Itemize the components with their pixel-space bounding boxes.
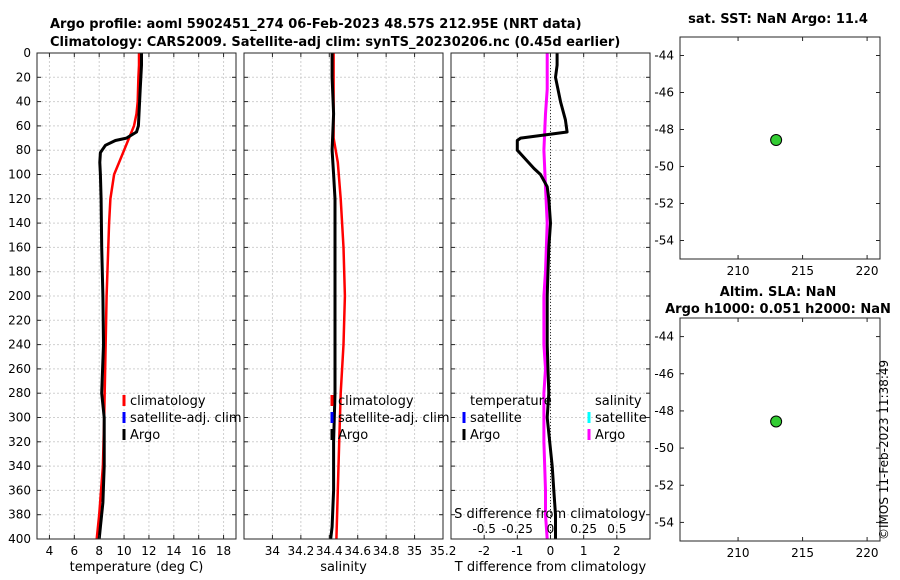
depth-tick-label: 80 — [16, 143, 31, 157]
salinity-xtick-label: 35.2 — [430, 544, 457, 558]
difference-s-tick-label: -0.5 — [472, 522, 495, 536]
difference-xtick-label: -2 — [478, 544, 490, 558]
sst_map-ytick-label: -50 — [654, 160, 674, 174]
depth-tick-label: 240 — [8, 338, 31, 352]
difference-xtick-label: 0 — [547, 544, 555, 558]
salinity-argo-line — [329, 53, 337, 540]
difference-xlabel: T difference from climatology — [454, 560, 647, 575]
difference-s-tick-label: 0 — [547, 522, 555, 536]
temperature-xtick-label: 12 — [141, 544, 156, 558]
sla-map-title: Altim. SLA: NaN — [720, 285, 836, 300]
sla_map-ytick-label: -50 — [654, 441, 674, 455]
sst_map-ytick-label: -54 — [654, 234, 674, 248]
depth-tick-label: 320 — [8, 435, 31, 449]
sla_map-argo-marker — [770, 415, 783, 428]
sla_map-frame — [679, 317, 881, 542]
depth-tick-label: 400 — [8, 532, 31, 546]
difference-temperature-argo-line — [515, 53, 569, 539]
difference-legend-temperature-title: temperature — [470, 394, 552, 409]
difference-legend-t-argo-label: Argo — [470, 428, 500, 443]
depth-tick-label: 60 — [16, 119, 31, 133]
timestamp-text: ©IMOS 11-Feb-2023 11:38:49 — [877, 359, 891, 540]
sst_map-ytick-label: -48 — [654, 123, 674, 137]
temperature-argo-line — [97, 53, 143, 540]
sst_map-frame — [679, 36, 881, 260]
depth-tick-label: 100 — [8, 168, 31, 182]
depth-tick-label: 340 — [8, 459, 31, 473]
salinity-xtick-label: 34.2 — [287, 544, 314, 558]
temperature-xtick-label: 16 — [191, 544, 206, 558]
depth-tick-label: 140 — [8, 216, 31, 230]
temperature-xlabel: temperature (deg C) — [70, 560, 204, 575]
depth-tick-label: 280 — [8, 386, 31, 400]
temperature-xtick-label: 14 — [166, 544, 181, 558]
temperature-xtick-label: 8 — [95, 544, 103, 558]
difference-xtick-label: 2 — [613, 544, 621, 558]
salinity-xtick-label: 34 — [265, 544, 280, 558]
temperature-legend-argo-label: Argo — [130, 428, 160, 443]
depth-tick-label: 0 — [23, 46, 31, 60]
salinity-legend-argo-label: Argo — [338, 428, 368, 443]
depth-tick-label: 220 — [8, 313, 31, 327]
temperature-legend-satellite-label: satellite-adj. clim — [130, 411, 242, 426]
temperature-xtick-label: 18 — [216, 544, 231, 558]
sst_map-xtick-label: 220 — [856, 264, 879, 278]
sst_map-ytick-label: -52 — [654, 197, 674, 211]
temperature-xtick-label: 10 — [116, 544, 131, 558]
sla_map-ytick-label: -44 — [654, 330, 674, 344]
depth-tick-label: 120 — [8, 192, 31, 206]
difference-xtick-label: 1 — [580, 544, 588, 558]
difference-salinity-argo-line — [542, 53, 549, 540]
sla_map-xtick-label: 220 — [856, 546, 879, 560]
depth-tick-label: 160 — [8, 240, 31, 254]
depth-tick-label: 20 — [16, 70, 31, 84]
difference-s-tick-label: 0.5 — [607, 522, 626, 536]
sst_map-xtick-label: 210 — [727, 264, 750, 278]
sla-map-title2: Argo h1000: 0.051 h2000: NaN — [665, 302, 891, 317]
depth-tick-label: 260 — [8, 362, 31, 376]
figure-title-line1: Argo profile: aoml 5902451_274 06-Feb-20… — [50, 17, 582, 32]
sla_map-ytick-label: -48 — [654, 404, 674, 418]
sla_map-xtick-label: 215 — [791, 546, 814, 560]
difference-s-tick-label: 0.25 — [570, 522, 597, 536]
sst_map-xtick-label: 215 — [791, 264, 814, 278]
sst_map-ytick-label: -46 — [654, 86, 674, 100]
salinity-xtick-label: 35 — [407, 544, 422, 558]
sla_map-ytick-label: -46 — [654, 367, 674, 381]
sst-map-title: sat. SST: NaN Argo: 11.4 — [688, 12, 868, 27]
depth-tick-label: 40 — [16, 95, 31, 109]
salinity-legend-satellite-label: satellite-adj. clim — [338, 411, 450, 426]
depth-tick-label: 360 — [8, 483, 31, 497]
difference-legend-t-satellite-label: satellite — [470, 411, 522, 426]
sst_map-argo-marker — [770, 134, 783, 147]
figure-title-line2: Climatology: CARS2009. Satellite-adj cli… — [50, 35, 620, 50]
difference-legend-salinity-title: salinity — [595, 394, 642, 409]
depth-tick-label: 300 — [8, 411, 31, 425]
salinity-xtick-label: 34.8 — [373, 544, 400, 558]
salinity-legend-climatology-label: climatology — [338, 394, 414, 409]
salinity-xtick-label: 34.4 — [316, 544, 343, 558]
sla_map-ytick-label: -54 — [654, 515, 674, 529]
sst_map-ytick-label: -44 — [654, 49, 674, 63]
depth-tick-label: 380 — [8, 508, 31, 522]
temperature-xtick-label: 6 — [70, 544, 78, 558]
salinity-xlabel: salinity — [320, 560, 367, 575]
salinity-xtick-label: 34.6 — [344, 544, 371, 558]
sla_map-xtick-label: 210 — [727, 546, 750, 560]
depth-tick-label: 180 — [8, 265, 31, 279]
difference-xtick-label: -1 — [511, 544, 523, 558]
sla_map-ytick-label: -52 — [654, 478, 674, 492]
difference-legend-s-argo-label: Argo — [595, 428, 625, 443]
difference-legend-s-satellite-label: satellite — [595, 411, 647, 426]
difference-s-tick-label: -0.25 — [502, 522, 533, 536]
depth-tick-label: 200 — [8, 289, 31, 303]
temperature-xtick-label: 4 — [46, 544, 54, 558]
difference-s-axis-label: S difference from climatology — [454, 507, 646, 522]
temperature-legend-climatology-label: climatology — [130, 394, 206, 409]
